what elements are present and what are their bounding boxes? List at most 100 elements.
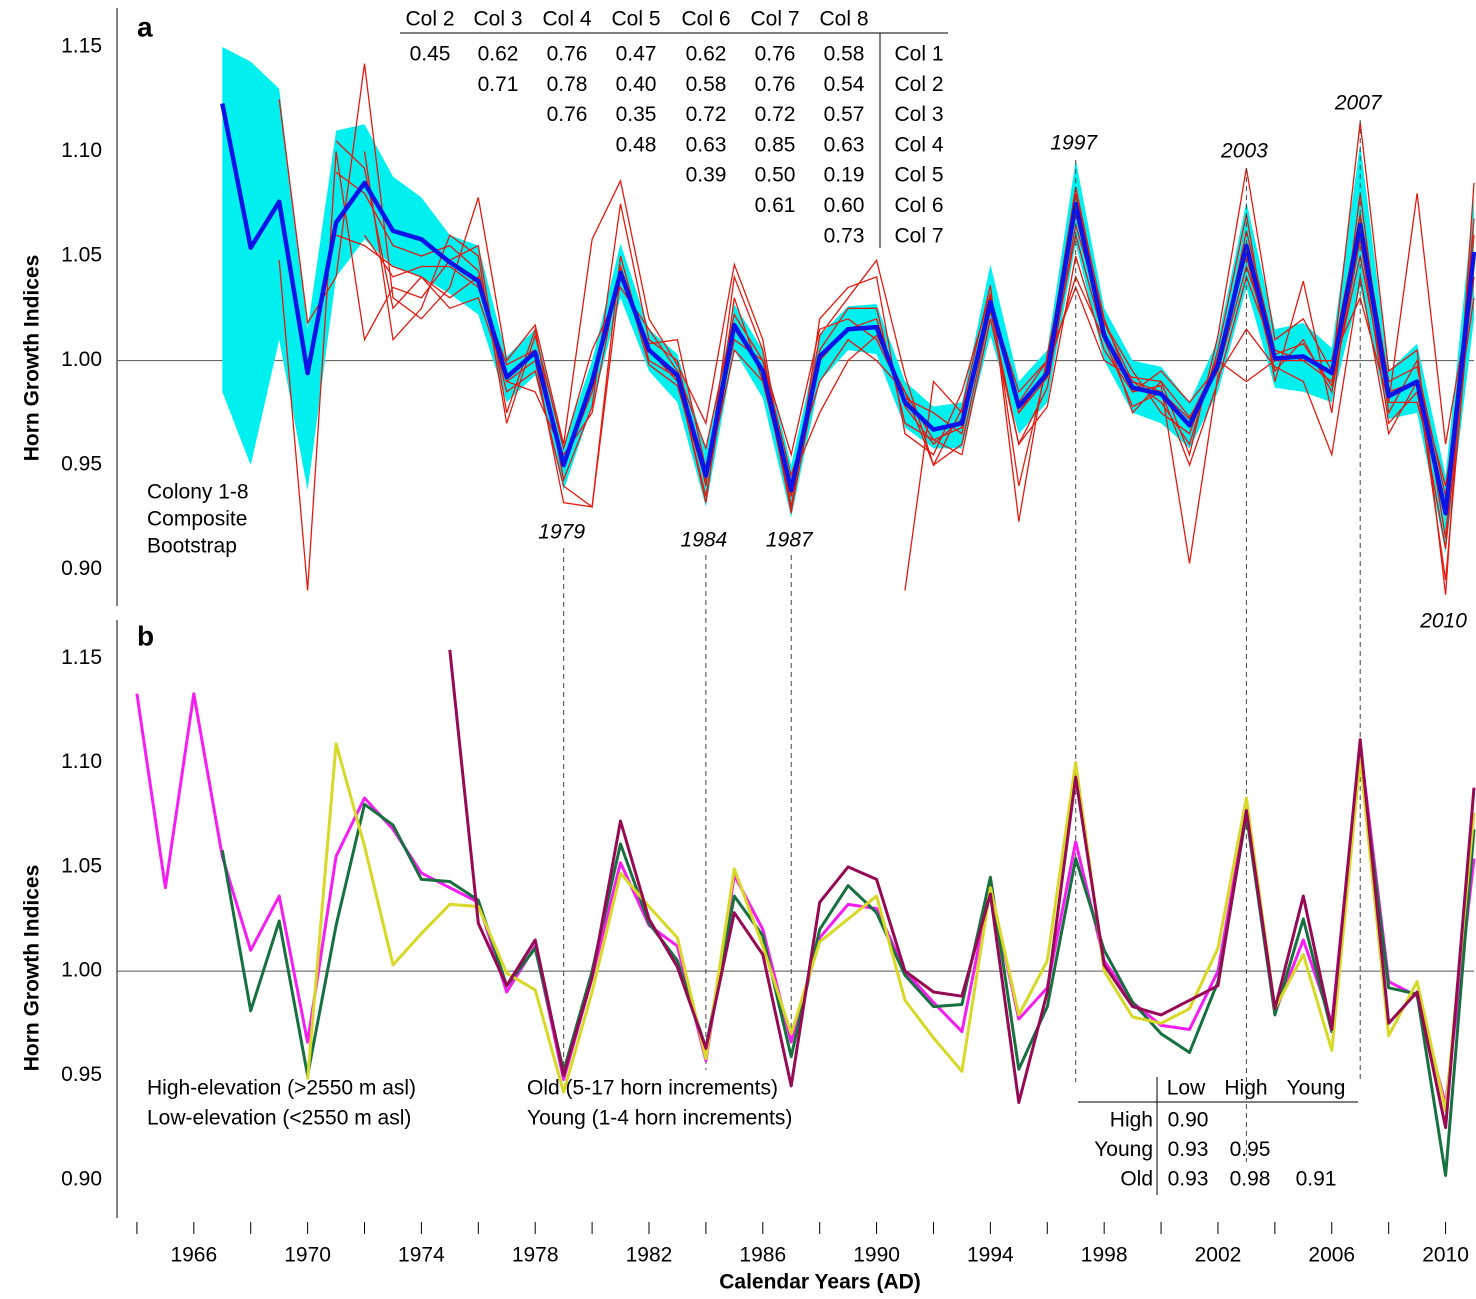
y-tick-label: 1.15 bbox=[61, 35, 102, 58]
table-cell: 0.58 bbox=[686, 73, 727, 96]
table-header: High bbox=[1224, 1077, 1267, 1100]
table-cell: 0.72 bbox=[686, 103, 727, 126]
table-row-label: Col 7 bbox=[894, 224, 943, 247]
table-header: Col 6 bbox=[681, 8, 730, 31]
x-tick-label: 1970 bbox=[284, 1244, 331, 1267]
table-cell: 0.76 bbox=[547, 103, 588, 126]
table-row-label: High bbox=[1110, 1109, 1153, 1132]
y-tick-label: 0.90 bbox=[61, 557, 102, 580]
x-tick-label: 1966 bbox=[170, 1244, 217, 1267]
y-tick-label: 1.05 bbox=[61, 854, 102, 877]
x-axis-title: Calendar Years (AD) bbox=[719, 1271, 921, 1294]
y-tick-label: 1.10 bbox=[61, 139, 102, 162]
table-cell: 0.60 bbox=[824, 194, 865, 217]
y-axis-title: Horn Growth Indices bbox=[21, 255, 44, 462]
table-cell: 0.19 bbox=[824, 164, 865, 187]
table-header: Col 5 bbox=[611, 8, 660, 31]
table-cell: 0.76 bbox=[755, 43, 796, 66]
table-cell: 0.57 bbox=[824, 103, 865, 126]
x-tick-label: 1978 bbox=[512, 1244, 559, 1267]
table-cell: 0.48 bbox=[616, 133, 657, 156]
colony-line bbox=[335, 140, 1475, 509]
table-row-label: Young bbox=[1094, 1138, 1153, 1161]
table-row-label: Col 3 bbox=[894, 103, 943, 126]
y-tick-label: 1.15 bbox=[61, 646, 102, 669]
table-row-label: Col 6 bbox=[894, 194, 943, 217]
series-line bbox=[220, 102, 1476, 516]
legend-entry: Bootstrap bbox=[147, 535, 237, 558]
table-cell: 0.63 bbox=[824, 133, 865, 156]
panel-label: a bbox=[137, 11, 153, 42]
table-cell: 0.76 bbox=[547, 43, 588, 66]
table-cell: 0.50 bbox=[755, 164, 796, 187]
table-header: Young bbox=[1287, 1077, 1346, 1100]
legend-entry: Composite bbox=[147, 508, 247, 531]
colony-line bbox=[335, 234, 1475, 564]
y-axis-title: Horn Growth Indices bbox=[21, 865, 44, 1072]
y-tick-label: 0.95 bbox=[61, 1063, 102, 1086]
table-cell: 0.85 bbox=[755, 133, 796, 156]
annotation: 2010 bbox=[1419, 610, 1467, 633]
table-header: Low bbox=[1167, 1077, 1206, 1100]
table-header: Col 3 bbox=[473, 8, 522, 31]
table-cell: 0.78 bbox=[547, 73, 588, 96]
y-tick-label: 1.05 bbox=[61, 244, 102, 267]
table-header: Col 8 bbox=[819, 8, 868, 31]
colony-line bbox=[278, 151, 1475, 591]
table-cell: 0.58 bbox=[824, 43, 865, 66]
x-tick-label: 1994 bbox=[967, 1244, 1014, 1267]
y-tick-label: 1.10 bbox=[61, 750, 102, 773]
table-cell: 0.62 bbox=[478, 43, 519, 66]
series-line bbox=[306, 742, 1476, 1113]
table-cell: 0.91 bbox=[1296, 1168, 1337, 1191]
x-tick-label: 2006 bbox=[1308, 1244, 1355, 1267]
legend-entry: Low-elevation (<2550 m asl) bbox=[147, 1107, 411, 1130]
table-cell: 0.71 bbox=[478, 73, 519, 96]
x-tick-label: 1990 bbox=[853, 1244, 900, 1267]
table-cell: 0.61 bbox=[755, 194, 796, 217]
legend-entry: Old (5-17 horn increments) bbox=[527, 1077, 778, 1100]
table-cell: 0.93 bbox=[1168, 1168, 1209, 1191]
y-tick-label: 1.00 bbox=[61, 959, 102, 982]
legend-entry: Young (1-4 horn increments) bbox=[527, 1107, 792, 1130]
table-cell: 0.98 bbox=[1230, 1168, 1271, 1191]
x-tick-label: 2002 bbox=[1195, 1244, 1242, 1267]
table-header: Col 2 bbox=[405, 8, 454, 31]
table-cell: 0.62 bbox=[686, 43, 727, 66]
annotation: 1987 bbox=[766, 529, 814, 552]
annotation: 2003 bbox=[1220, 140, 1268, 163]
x-tick-label: 1982 bbox=[626, 1244, 673, 1267]
x-tick-label: 2010 bbox=[1422, 1244, 1469, 1267]
table-cell: 0.76 bbox=[755, 73, 796, 96]
table-cell: 0.54 bbox=[824, 73, 865, 96]
y-tick-label: 0.90 bbox=[61, 1167, 102, 1190]
table-row-label: Old bbox=[1120, 1168, 1153, 1191]
table-cell: 0.47 bbox=[616, 43, 657, 66]
annotation: 2007 bbox=[1334, 92, 1383, 115]
table-row-label: Col 1 bbox=[894, 43, 943, 66]
series-line bbox=[448, 649, 1476, 1130]
x-tick-label: 1998 bbox=[1081, 1244, 1128, 1267]
table-cell: 0.35 bbox=[616, 103, 657, 126]
panel-label: b bbox=[137, 620, 154, 651]
legend-entry: High-elevation (>2550 m asl) bbox=[147, 1077, 416, 1100]
table-header: Col 7 bbox=[750, 8, 799, 31]
table-cell: 0.39 bbox=[686, 164, 727, 187]
table-header: Col 4 bbox=[542, 8, 591, 31]
table-cell: 0.93 bbox=[1168, 1138, 1209, 1161]
series-line bbox=[135, 692, 1476, 1107]
table-row-label: Col 2 bbox=[894, 73, 943, 96]
x-tick-label: 1974 bbox=[398, 1244, 445, 1267]
annotation: 1997 bbox=[1050, 132, 1098, 155]
legend-entry: Colony 1-8 bbox=[147, 481, 249, 504]
table-cell: 0.45 bbox=[410, 43, 451, 66]
y-tick-label: 1.00 bbox=[61, 348, 102, 371]
annotation: 1979 bbox=[538, 521, 585, 544]
table-cell: 0.63 bbox=[686, 133, 727, 156]
y-tick-label: 0.95 bbox=[61, 453, 102, 476]
colony-line bbox=[278, 63, 1475, 595]
x-tick-label: 1986 bbox=[739, 1244, 786, 1267]
table-cell: 0.73 bbox=[824, 224, 865, 247]
table-cell: 0.72 bbox=[755, 103, 796, 126]
